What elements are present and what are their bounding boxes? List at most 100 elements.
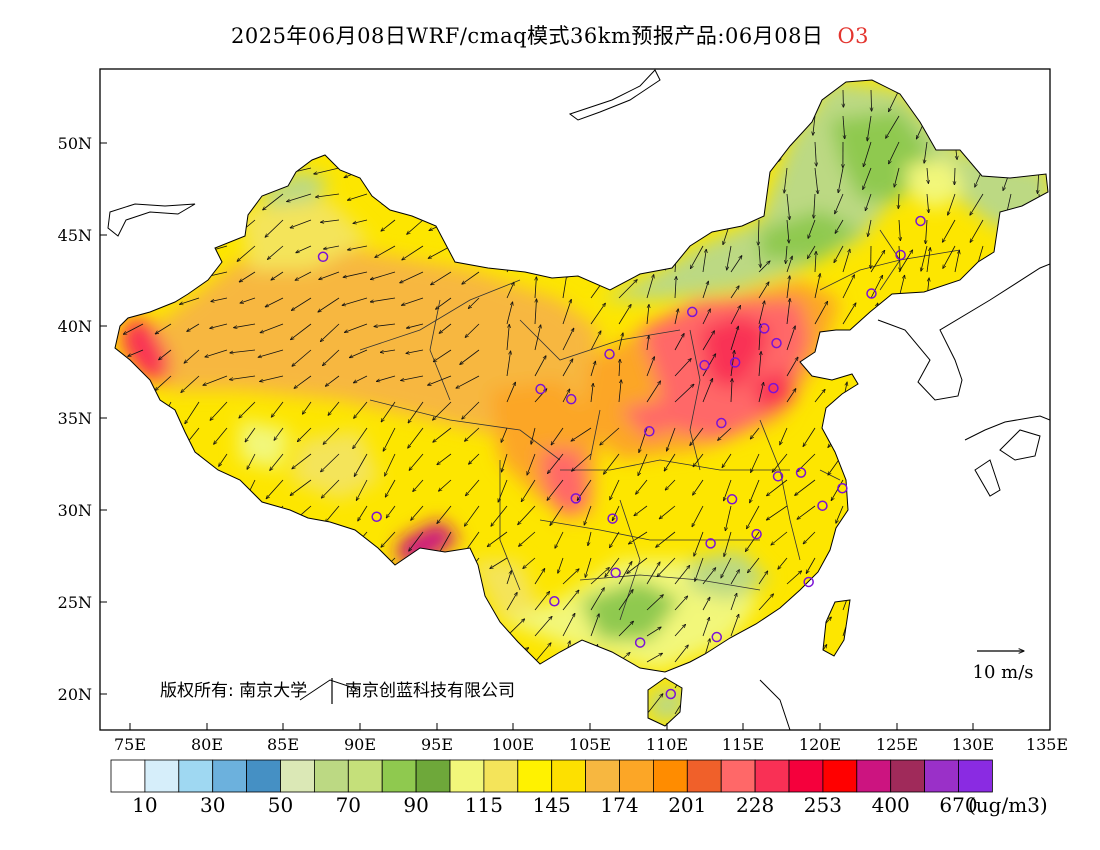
wind-vector (835, 193, 844, 214)
wind-vector (314, 167, 340, 174)
wind-vector (466, 479, 480, 496)
wind-vector (674, 624, 686, 637)
wind-vector (535, 277, 536, 299)
colorbar-swatch (212, 759, 247, 793)
wind-vector (863, 141, 872, 167)
colorbar-label: 30 (200, 793, 225, 817)
wind-vector (498, 479, 508, 502)
wind-vector (562, 613, 575, 637)
wind-vector (646, 304, 649, 325)
wind-vector (730, 593, 737, 611)
colorbar-swatch (720, 759, 756, 793)
wind-vector (692, 505, 704, 527)
wind-vector (942, 219, 956, 242)
wind-vector (402, 297, 424, 305)
wind-vector (535, 299, 537, 325)
wind-vector (730, 570, 739, 585)
wind-vector (323, 427, 340, 444)
wind-vector (604, 453, 620, 474)
wind-vector (409, 453, 424, 470)
wind-vector (439, 323, 452, 333)
wind-vector (469, 453, 480, 464)
wind-vector (758, 382, 764, 403)
wind-vector (187, 323, 200, 332)
station-marker (772, 471, 784, 482)
wind-vector (375, 245, 396, 258)
wind-vector (886, 115, 900, 138)
wind-vector (462, 401, 480, 419)
station-marker (795, 467, 807, 478)
wind-vector (659, 505, 676, 519)
station-markers (317, 215, 926, 700)
lat-label: 25N (58, 593, 92, 612)
wind-vector (778, 557, 788, 569)
wind-vector (370, 271, 396, 280)
wind-vector (428, 245, 452, 258)
wind-vector (292, 453, 312, 469)
wind-vector (730, 350, 734, 377)
wind-vector (835, 219, 844, 233)
wind-vector (702, 378, 713, 403)
wind-vector (353, 427, 368, 449)
colorbar-swatch (890, 759, 926, 793)
wind-vector (562, 569, 579, 585)
wind-vector (345, 323, 368, 332)
wind-vector (506, 592, 517, 611)
latitude-axis: 20N 25N 30N 35N 40N 45N 50N (58, 134, 107, 704)
wind-vector (702, 281, 708, 299)
wind-vector (487, 531, 508, 547)
station-marker (699, 359, 710, 371)
wind-vector (814, 274, 820, 299)
wind-vector (321, 219, 340, 222)
station-marker (751, 528, 762, 540)
colorbar-label: 174 (600, 793, 638, 817)
wind-vector (842, 303, 856, 325)
wind-vector (898, 250, 913, 273)
colorbar-swatch (551, 759, 587, 793)
title-species: O3 (837, 24, 870, 48)
wind-vector (702, 568, 716, 585)
wind-vector (927, 167, 928, 184)
wind-vector (690, 427, 704, 446)
wind-vector (401, 375, 424, 381)
wind-vector (436, 297, 452, 309)
wind-vector (383, 427, 396, 451)
wind-vector (519, 531, 536, 546)
wind-vector (274, 427, 284, 440)
wind-vector (490, 557, 508, 569)
wind-vector (921, 245, 928, 271)
wind-vector (867, 115, 872, 141)
wind-vector (750, 427, 760, 439)
colorbar-swatch (653, 759, 688, 793)
wind-vector (185, 401, 200, 424)
wind-vector (437, 453, 452, 465)
wind-vector (534, 325, 541, 351)
wind-vector (245, 427, 256, 442)
colorbar-swatch (144, 759, 180, 793)
wind-vector (702, 249, 706, 273)
wind-vector (954, 251, 959, 273)
lon-label: 95E (421, 735, 453, 754)
station-marker (535, 383, 546, 395)
colorbar-swatch (246, 759, 281, 793)
wind-vector (324, 245, 340, 249)
wind-vector (646, 357, 655, 377)
wind-vector (295, 271, 312, 280)
wind-vector (943, 245, 956, 268)
wind-vector (318, 297, 340, 312)
wind-vector (815, 141, 816, 166)
wind-vector (290, 219, 312, 228)
colorbar-label: 50 (268, 793, 293, 817)
wind-vector (356, 479, 368, 501)
wind-vector (527, 453, 536, 475)
lon-label: 80E (191, 735, 223, 754)
wind-vector (795, 479, 816, 496)
wind-vector (239, 271, 256, 282)
wind-vector (240, 297, 256, 303)
wind-vector (265, 219, 284, 237)
wind-vector (588, 531, 592, 546)
wind-vector (898, 193, 899, 209)
station-marker (837, 483, 848, 494)
wind-vector (629, 531, 648, 544)
wind-vector (562, 328, 574, 351)
